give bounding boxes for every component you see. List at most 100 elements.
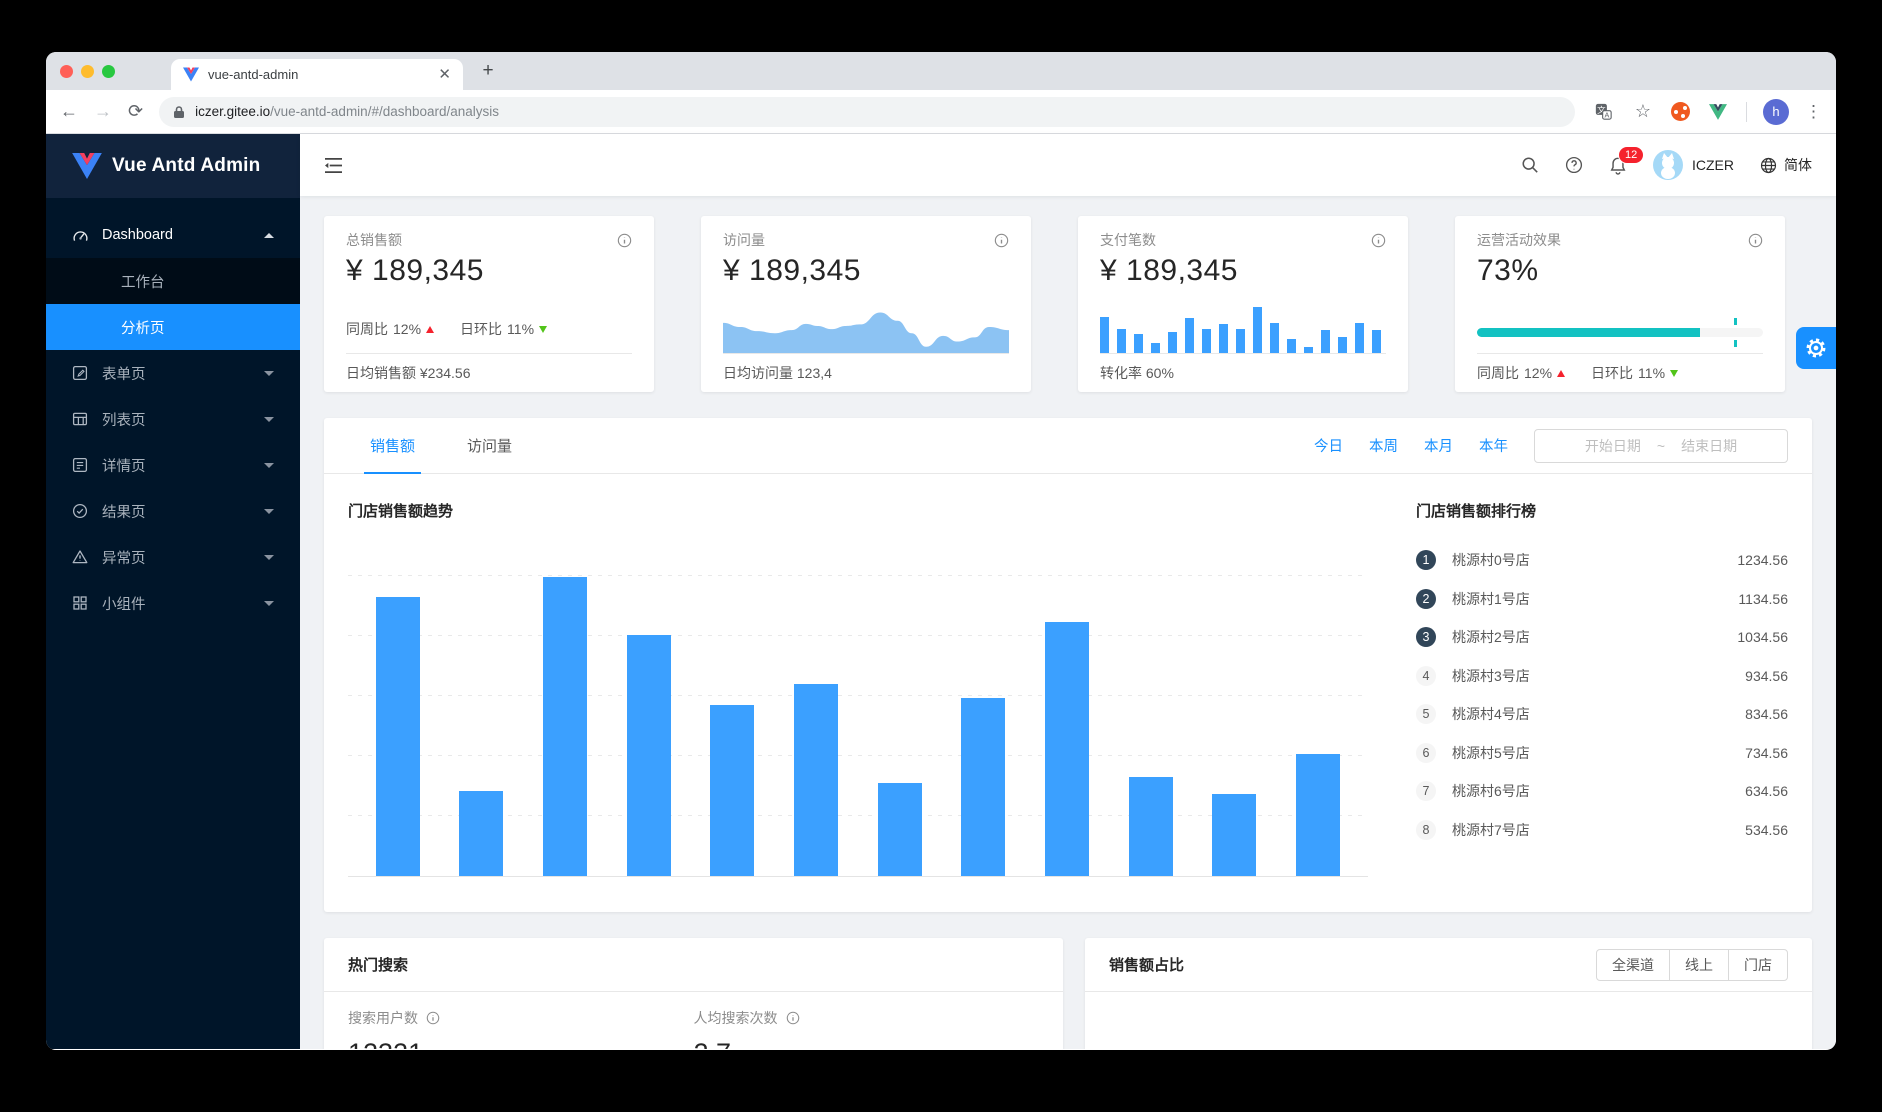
gridline xyxy=(348,635,1368,636)
warning-icon xyxy=(72,549,89,565)
trend-bar xyxy=(459,791,504,876)
ranking-row: 6 桃源村5号店 734.56 xyxy=(1416,734,1788,773)
bottom-cards-row: 热门搜索 搜索用户数 12 xyxy=(324,938,1812,1049)
info-icon[interactable] xyxy=(786,1011,800,1025)
metric-label: 人均搜索次数 xyxy=(693,1010,778,1026)
spark-bar xyxy=(1117,329,1126,353)
stores-button[interactable]: 门店 xyxy=(1728,948,1788,981)
forward-button[interactable]: → xyxy=(94,101,112,121)
language-label: 简体 xyxy=(1784,157,1812,173)
info-icon[interactable] xyxy=(994,233,1009,248)
trend-label: 日环比 xyxy=(460,321,503,337)
tab-sales[interactable]: 销售额 xyxy=(364,418,422,474)
sidebar-item-details[interactable]: 详情页 xyxy=(46,442,300,488)
stat-card-total-sales: 总销售额 ¥ 189,345 同周比 12% xyxy=(324,216,654,392)
language-switcher[interactable]: 简体 xyxy=(1760,155,1812,175)
trend-value: 12% xyxy=(393,321,422,337)
trend-bar xyxy=(1296,754,1341,876)
bookmark-star-icon[interactable]: ☆ xyxy=(1634,101,1652,121)
ranking-badge: 3 xyxy=(1416,627,1436,648)
trend-bar xyxy=(1212,794,1257,876)
user-menu[interactable]: ICZER xyxy=(1653,150,1734,180)
ranking-name: 桃源村0号店 xyxy=(1452,552,1530,569)
new-tab-button[interactable]: + xyxy=(482,60,494,81)
tab-label: 访问量 xyxy=(467,438,513,455)
ops-progress xyxy=(1477,318,1763,347)
stat-title: 访问量 xyxy=(723,232,765,248)
minimize-window-button[interactable] xyxy=(81,64,94,78)
extension-icon[interactable] xyxy=(1671,102,1690,121)
spark-bar xyxy=(1253,307,1262,353)
ranking-row: 1 桃源村0号店 1234.56 xyxy=(1416,541,1788,580)
ranking-row: 7 桃源村6号店 634.56 xyxy=(1416,772,1788,811)
back-button[interactable]: ← xyxy=(60,101,78,121)
stat-title: 运营活动效果 xyxy=(1477,232,1561,248)
day-trend: 日环比 11% xyxy=(1591,363,1679,383)
trend-label: 同周比 xyxy=(346,321,388,337)
sidebar-item-forms[interactable]: 表单页 xyxy=(46,350,300,396)
info-icon[interactable] xyxy=(617,233,632,248)
quick-link-week[interactable]: 本周 xyxy=(1369,439,1398,455)
trend-bar-chart[interactable] xyxy=(348,535,1368,877)
trend-value: 11% xyxy=(1638,365,1666,381)
quick-link-today[interactable]: 今日 xyxy=(1314,439,1343,455)
vue-devtools-icon[interactable] xyxy=(1706,100,1730,124)
sidebar-item-lists[interactable]: 列表页 xyxy=(46,396,300,442)
sidebar-item-workplace[interactable]: 工作台 xyxy=(46,258,300,304)
quick-link-year[interactable]: 本年 xyxy=(1479,439,1508,455)
browser-profile-avatar[interactable]: h xyxy=(1763,98,1789,125)
spark-bar xyxy=(1219,324,1228,353)
trend-bar xyxy=(543,577,588,876)
visits-spark-area-path xyxy=(723,312,1009,353)
date-end-placeholder: 结束日期 xyxy=(1681,437,1738,454)
sidebar-item-results[interactable]: 结果页 xyxy=(46,488,300,534)
question-icon[interactable] xyxy=(1565,156,1583,174)
info-icon[interactable] xyxy=(1748,233,1763,248)
notification-bell[interactable]: 12 xyxy=(1609,146,1644,175)
maximize-window-button[interactable] xyxy=(102,64,115,78)
app-logo[interactable]: Vue Antd Admin xyxy=(46,134,300,198)
reload-button[interactable]: ⟳ xyxy=(128,101,144,121)
ranking-name: 桃源村6号店 xyxy=(1452,783,1530,800)
quick-link-month[interactable]: 本月 xyxy=(1424,439,1453,455)
online-button[interactable]: 线上 xyxy=(1669,948,1729,981)
gear-icon xyxy=(1806,338,1826,358)
address-bar[interactable]: iczer.gitee.io/vue-antd-admin/#/dashboar… xyxy=(159,96,1575,127)
spark-bar xyxy=(1100,317,1109,353)
browser-tab[interactable]: vue-antd-admin ✕ xyxy=(171,59,463,90)
sidebar-item-dashboard[interactable]: Dashboard xyxy=(46,212,300,258)
sidebar-item-analysis[interactable]: 分析页 xyxy=(46,304,300,350)
menu-fold-icon[interactable] xyxy=(324,157,343,174)
sidebar-item-exceptions[interactable]: 异常页 xyxy=(46,534,300,580)
stat-value: ¥ 189,345 xyxy=(723,254,861,287)
toolbar-divider xyxy=(1746,101,1747,122)
all-channels-button[interactable]: 全渠道 xyxy=(1596,948,1670,981)
browser-menu-icon[interactable]: ⋮ xyxy=(1805,101,1822,121)
sidebar-item-widgets[interactable]: 小组件 xyxy=(46,580,300,626)
ops-progress-marker xyxy=(1734,318,1737,347)
ranking-value: 1034.56 xyxy=(1737,629,1788,646)
spark-bar xyxy=(1287,339,1296,353)
ranking-value: 1234.56 xyxy=(1737,552,1788,569)
info-icon[interactable] xyxy=(1371,233,1386,248)
stat-value: ¥ 189,345 xyxy=(346,254,484,287)
sidebar-menu: Dashboard 工作台 分析页 表单页 xyxy=(46,198,300,626)
globe-icon xyxy=(1760,157,1777,173)
info-icon[interactable] xyxy=(426,1011,440,1025)
spark-bar xyxy=(1151,343,1160,353)
sidebar-item-label: 列表页 xyxy=(102,412,146,429)
search-icon[interactable] xyxy=(1521,156,1539,174)
browser-toolbar: ← → ⟳ iczer.gitee.io/vue-antd-admin/#/da… xyxy=(46,90,1836,134)
tab-visits[interactable]: 访问量 xyxy=(461,418,518,473)
ops-progress-fill xyxy=(1477,328,1701,337)
up-triangle-icon xyxy=(426,325,435,333)
close-window-button[interactable] xyxy=(60,64,73,78)
stat-card-visits: 访问量 ¥ 189,345 日均访问量 123,4 xyxy=(701,216,1031,392)
ranking-row: 4 桃源村3号店 934.56 xyxy=(1416,657,1788,696)
ranking-name: 桃源村3号店 xyxy=(1452,667,1530,684)
spark-bar xyxy=(1304,347,1313,353)
tab-close-icon[interactable]: ✕ xyxy=(438,66,451,83)
date-range-picker[interactable]: 开始日期 ~ 结束日期 xyxy=(1534,428,1788,463)
settings-fab-button[interactable] xyxy=(1796,327,1836,369)
